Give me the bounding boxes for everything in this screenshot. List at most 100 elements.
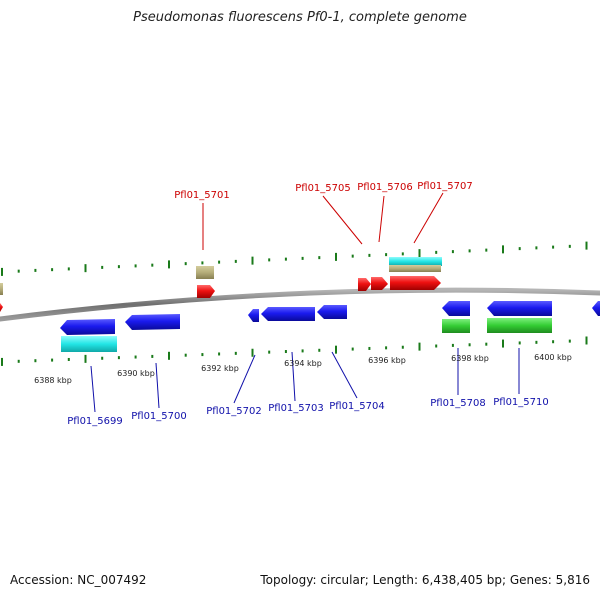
major-tick bbox=[168, 351, 170, 360]
genome-stats-text: Topology: circular; Length: 6,438,405 bp… bbox=[260, 573, 590, 587]
major-tick bbox=[84, 264, 87, 273]
minor-tick bbox=[268, 258, 271, 262]
minor-tick bbox=[34, 268, 37, 272]
scale-label-6390: 6390 kbp bbox=[117, 369, 155, 378]
minor-tick bbox=[468, 343, 471, 347]
minor-tick bbox=[535, 246, 538, 250]
gene-label-pfl01-5700[interactable]: Pfl01_5700 bbox=[131, 411, 187, 422]
minor-tick bbox=[318, 348, 321, 352]
reverse-features bbox=[60, 301, 600, 352]
major-tick bbox=[84, 354, 87, 363]
reverse-tick-marks bbox=[1, 336, 588, 366]
scale-label-6388: 6388 kbp bbox=[34, 376, 72, 385]
minor-tick bbox=[117, 356, 120, 360]
gene-label-pfl01-5699[interactable]: Pfl01_5699 bbox=[67, 416, 123, 427]
cyan-feature-top bbox=[389, 257, 442, 266]
tan-feature-top bbox=[389, 265, 441, 272]
major-tick bbox=[251, 348, 254, 357]
gene-label-pfl01-5702[interactable]: Pfl01_5702 bbox=[206, 406, 262, 417]
minor-tick bbox=[67, 267, 70, 271]
major-tick bbox=[418, 249, 421, 258]
major-tick bbox=[585, 241, 588, 250]
gene-arrow-pfl01-5701[interactable] bbox=[197, 285, 215, 298]
accession-text: Accession: NC_007492 bbox=[10, 573, 147, 587]
minor-tick bbox=[552, 245, 555, 249]
gene-label-pfl01-5706[interactable]: Pfl01_5706 bbox=[357, 182, 413, 193]
gene-label-pfl01-5707[interactable]: Pfl01_5707 bbox=[417, 181, 473, 192]
major-tick bbox=[335, 345, 337, 354]
partial-gene-left-red bbox=[0, 303, 3, 312]
green-feature-5708 bbox=[442, 319, 470, 333]
minor-tick bbox=[435, 344, 438, 348]
scale-label-6398: 6398 kbp bbox=[451, 354, 489, 363]
minor-tick bbox=[218, 260, 221, 264]
green-feature-5710 bbox=[487, 318, 552, 333]
minor-tick bbox=[368, 253, 371, 257]
scale-label-6392: 6392 kbp bbox=[201, 364, 239, 373]
minor-tick bbox=[17, 359, 20, 363]
minor-tick bbox=[485, 248, 488, 252]
gene-arrow-pfl01-5702[interactable] bbox=[248, 309, 259, 322]
minor-tick bbox=[518, 247, 521, 251]
forward-tick-marks bbox=[1, 241, 588, 276]
minor-tick bbox=[67, 357, 70, 361]
gene-arrow-pfl01-5705[interactable] bbox=[358, 278, 371, 291]
forward-gene-labels bbox=[202, 192, 444, 250]
genome-title: Pseudomonas fluorescens Pf0-1, complete … bbox=[133, 10, 467, 25]
minor-tick bbox=[51, 268, 54, 272]
major-tick bbox=[502, 339, 504, 348]
minor-tick bbox=[134, 355, 137, 359]
minor-tick bbox=[385, 253, 388, 257]
gene-arrow-pfl01-5699[interactable] bbox=[60, 319, 115, 335]
minor-tick bbox=[368, 346, 371, 350]
major-tick bbox=[1, 357, 3, 366]
rna-feature bbox=[196, 266, 214, 279]
minor-tick bbox=[552, 340, 555, 344]
minor-tick bbox=[17, 269, 20, 273]
gene-arrow-pfl01-5707[interactable] bbox=[390, 276, 441, 290]
gene-label-pfl01-5703[interactable]: Pfl01_5703 bbox=[268, 403, 324, 414]
minor-tick bbox=[268, 350, 271, 354]
minor-tick bbox=[184, 262, 187, 266]
minor-tick bbox=[218, 352, 221, 356]
cyan-feature-bottom bbox=[61, 336, 117, 352]
gene-arrow-pfl01-5710[interactable] bbox=[487, 301, 552, 316]
gene-label-pfl01-5705[interactable]: Pfl01_5705 bbox=[295, 183, 351, 194]
minor-tick bbox=[117, 265, 120, 269]
major-tick bbox=[585, 336, 588, 345]
scale-label-6394: 6394 kbp bbox=[284, 359, 322, 368]
minor-tick bbox=[51, 358, 54, 362]
minor-tick bbox=[301, 256, 304, 260]
reverse-gene-labels bbox=[90, 348, 520, 413]
minor-tick bbox=[151, 354, 154, 358]
gene-arrow-pfl01-5700[interactable] bbox=[125, 314, 180, 330]
minor-tick bbox=[201, 261, 204, 265]
genome-backbone bbox=[0, 287, 600, 322]
gene-label-pfl01-5710[interactable]: Pfl01_5710 bbox=[493, 397, 549, 408]
gene-label-pfl01-5701[interactable]: Pfl01_5701 bbox=[174, 190, 230, 201]
minor-tick bbox=[234, 351, 237, 355]
minor-tick bbox=[301, 349, 304, 353]
minor-tick bbox=[151, 263, 154, 267]
minor-tick bbox=[568, 339, 571, 343]
major-tick bbox=[418, 342, 421, 351]
minor-tick bbox=[234, 259, 237, 263]
major-tick bbox=[335, 252, 337, 261]
gene-arrow-pfl01-5706[interactable] bbox=[371, 277, 388, 290]
major-tick bbox=[1, 267, 3, 276]
minor-tick bbox=[401, 345, 404, 349]
gene-label-pfl01-5708[interactable]: Pfl01_5708 bbox=[430, 398, 486, 409]
gene-arrow-pfl01-5704[interactable] bbox=[317, 305, 347, 319]
minor-tick bbox=[284, 350, 287, 354]
major-tick bbox=[251, 256, 254, 265]
partial-gene-right-blue bbox=[592, 301, 600, 316]
scale-label-6400: 6400 kbp bbox=[534, 353, 572, 362]
minor-tick bbox=[101, 356, 104, 360]
gene-label-pfl01-5704[interactable]: Pfl01_5704 bbox=[329, 401, 385, 412]
minor-tick bbox=[351, 347, 354, 351]
minor-tick bbox=[518, 341, 521, 345]
gene-arrow-pfl01-5708[interactable] bbox=[442, 301, 470, 316]
minor-tick bbox=[284, 257, 287, 261]
gene-arrow-pfl01-5703[interactable] bbox=[261, 307, 315, 321]
